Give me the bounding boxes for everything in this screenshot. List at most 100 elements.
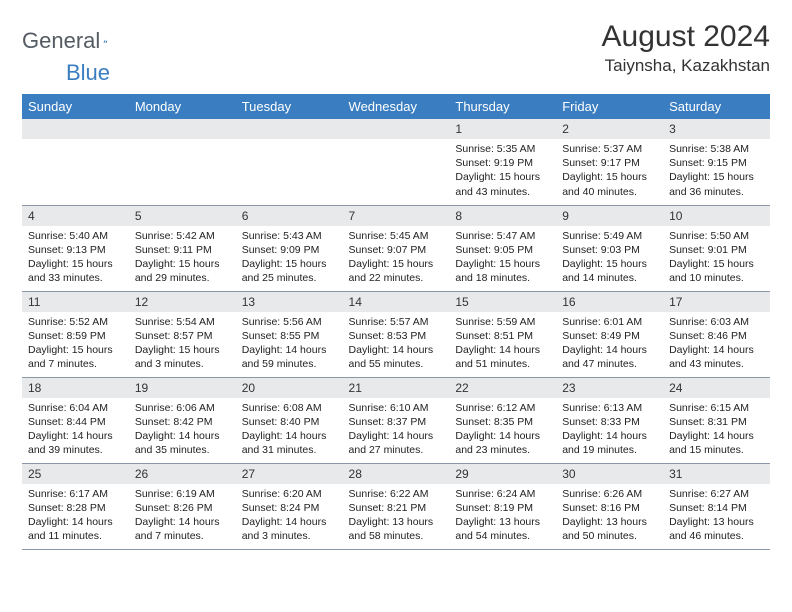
daylight-text: Daylight: 13 hours and 58 minutes. [349,515,444,543]
daylight-text: Daylight: 15 hours and 10 minutes. [669,257,764,285]
brand-word1: General [22,28,100,54]
day-number [343,119,450,139]
sunrise-text: Sunrise: 5:49 AM [562,229,657,243]
day-detail: Sunrise: 6:24 AMSunset: 8:19 PMDaylight:… [449,484,556,549]
sunset-text: Sunset: 8:55 PM [242,329,337,343]
calendar-day-cell: 25Sunrise: 6:17 AMSunset: 8:28 PMDayligh… [22,463,129,549]
daylight-text: Daylight: 15 hours and 33 minutes. [28,257,123,285]
day-number: 19 [129,378,236,398]
daylight-text: Daylight: 15 hours and 36 minutes. [669,170,764,198]
sunset-text: Sunset: 9:13 PM [28,243,123,257]
day-detail: Sunrise: 6:19 AMSunset: 8:26 PMDaylight:… [129,484,236,549]
day-detail: Sunrise: 5:50 AMSunset: 9:01 PMDaylight:… [663,226,770,291]
sunset-text: Sunset: 9:11 PM [135,243,230,257]
weekday-header: Monday [129,94,236,119]
calendar-day-cell: 26Sunrise: 6:19 AMSunset: 8:26 PMDayligh… [129,463,236,549]
sunset-text: Sunset: 8:19 PM [455,501,550,515]
day-detail: Sunrise: 5:49 AMSunset: 9:03 PMDaylight:… [556,226,663,291]
calendar-week-row: 1Sunrise: 5:35 AMSunset: 9:19 PMDaylight… [22,119,770,205]
day-detail: Sunrise: 5:45 AMSunset: 9:07 PMDaylight:… [343,226,450,291]
day-detail: Sunrise: 5:59 AMSunset: 8:51 PMDaylight:… [449,312,556,377]
calendar-day-cell [343,119,450,205]
sunrise-text: Sunrise: 6:10 AM [349,401,444,415]
calendar-table: SundayMondayTuesdayWednesdayThursdayFrid… [22,94,770,550]
calendar-day-cell: 6Sunrise: 5:43 AMSunset: 9:09 PMDaylight… [236,205,343,291]
day-detail: Sunrise: 6:03 AMSunset: 8:46 PMDaylight:… [663,312,770,377]
daylight-text: Daylight: 15 hours and 43 minutes. [455,170,550,198]
sunset-text: Sunset: 9:15 PM [669,156,764,170]
daylight-text: Daylight: 15 hours and 40 minutes. [562,170,657,198]
day-detail: Sunrise: 5:35 AMSunset: 9:19 PMDaylight:… [449,139,556,204]
calendar-day-cell: 18Sunrise: 6:04 AMSunset: 8:44 PMDayligh… [22,377,129,463]
day-number: 13 [236,292,343,312]
weekday-header: Saturday [663,94,770,119]
sunrise-text: Sunrise: 5:37 AM [562,142,657,156]
day-number: 2 [556,119,663,139]
calendar-day-cell: 1Sunrise: 5:35 AMSunset: 9:19 PMDaylight… [449,119,556,205]
day-detail [343,139,450,147]
sunrise-text: Sunrise: 5:57 AM [349,315,444,329]
daylight-text: Daylight: 14 hours and 3 minutes. [242,515,337,543]
location-label: Taiynsha, Kazakhstan [602,56,770,76]
daylight-text: Daylight: 14 hours and 43 minutes. [669,343,764,371]
sunset-text: Sunset: 8:40 PM [242,415,337,429]
day-number: 11 [22,292,129,312]
calendar-day-cell [236,119,343,205]
day-detail [236,139,343,147]
daylight-text: Daylight: 15 hours and 18 minutes. [455,257,550,285]
sunset-text: Sunset: 8:42 PM [135,415,230,429]
sunrise-text: Sunrise: 5:59 AM [455,315,550,329]
calendar-week-row: 18Sunrise: 6:04 AMSunset: 8:44 PMDayligh… [22,377,770,463]
sunrise-text: Sunrise: 6:26 AM [562,487,657,501]
weekday-header: Thursday [449,94,556,119]
sunrise-text: Sunrise: 5:45 AM [349,229,444,243]
sunset-text: Sunset: 8:49 PM [562,329,657,343]
day-detail: Sunrise: 6:13 AMSunset: 8:33 PMDaylight:… [556,398,663,463]
day-number: 7 [343,206,450,226]
daylight-text: Daylight: 14 hours and 47 minutes. [562,343,657,371]
day-detail: Sunrise: 5:38 AMSunset: 9:15 PMDaylight:… [663,139,770,204]
daylight-text: Daylight: 15 hours and 22 minutes. [349,257,444,285]
day-number: 29 [449,464,556,484]
day-detail: Sunrise: 6:06 AMSunset: 8:42 PMDaylight:… [129,398,236,463]
sunrise-text: Sunrise: 6:17 AM [28,487,123,501]
sunrise-text: Sunrise: 5:42 AM [135,229,230,243]
day-number: 20 [236,378,343,398]
calendar-body: 1Sunrise: 5:35 AMSunset: 9:19 PMDaylight… [22,119,770,549]
daylight-text: Daylight: 13 hours and 46 minutes. [669,515,764,543]
day-number [236,119,343,139]
calendar-day-cell: 5Sunrise: 5:42 AMSunset: 9:11 PMDaylight… [129,205,236,291]
sunset-text: Sunset: 9:01 PM [669,243,764,257]
daylight-text: Daylight: 15 hours and 29 minutes. [135,257,230,285]
calendar-day-cell: 31Sunrise: 6:27 AMSunset: 8:14 PMDayligh… [663,463,770,549]
daylight-text: Daylight: 14 hours and 19 minutes. [562,429,657,457]
calendar-page: General August 2024 Taiynsha, Kazakhstan… [0,0,792,570]
calendar-day-cell: 3Sunrise: 5:38 AMSunset: 9:15 PMDaylight… [663,119,770,205]
sunset-text: Sunset: 8:31 PM [669,415,764,429]
sunrise-text: Sunrise: 6:24 AM [455,487,550,501]
sunrise-text: Sunrise: 6:15 AM [669,401,764,415]
calendar-day-cell: 30Sunrise: 6:26 AMSunset: 8:16 PMDayligh… [556,463,663,549]
daylight-text: Daylight: 15 hours and 25 minutes. [242,257,337,285]
day-number: 21 [343,378,450,398]
day-number: 9 [556,206,663,226]
title-block: August 2024 Taiynsha, Kazakhstan [602,20,770,76]
sunset-text: Sunset: 9:17 PM [562,156,657,170]
daylight-text: Daylight: 14 hours and 23 minutes. [455,429,550,457]
weekday-header: Sunday [22,94,129,119]
sunset-text: Sunset: 8:37 PM [349,415,444,429]
day-number: 18 [22,378,129,398]
sunset-text: Sunset: 8:24 PM [242,501,337,515]
daylight-text: Daylight: 14 hours and 59 minutes. [242,343,337,371]
calendar-week-row: 25Sunrise: 6:17 AMSunset: 8:28 PMDayligh… [22,463,770,549]
day-number: 4 [22,206,129,226]
day-detail: Sunrise: 5:42 AMSunset: 9:11 PMDaylight:… [129,226,236,291]
sunset-text: Sunset: 9:07 PM [349,243,444,257]
day-detail: Sunrise: 6:15 AMSunset: 8:31 PMDaylight:… [663,398,770,463]
daylight-text: Daylight: 13 hours and 50 minutes. [562,515,657,543]
calendar-day-cell [129,119,236,205]
day-number [22,119,129,139]
sunset-text: Sunset: 8:59 PM [28,329,123,343]
day-number: 6 [236,206,343,226]
sunset-text: Sunset: 8:53 PM [349,329,444,343]
